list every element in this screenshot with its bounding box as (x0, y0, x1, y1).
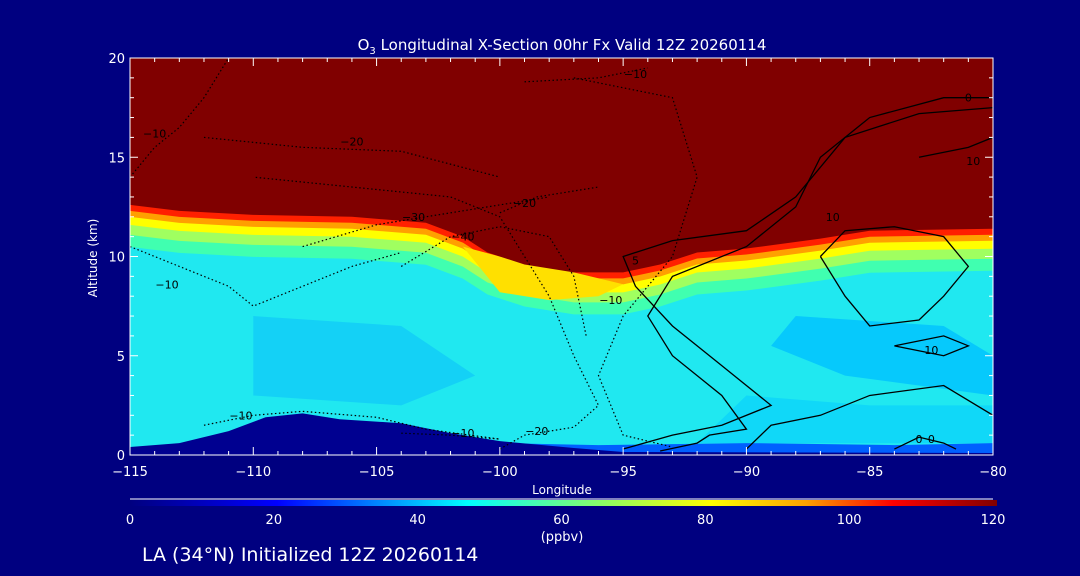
contour-line (524, 67, 648, 83)
y-axis-label: Altitude (km) (86, 219, 100, 298)
x-tick-label: −85 (856, 465, 883, 480)
contour-label: −30 (402, 211, 425, 224)
y-tick-label: 0 (117, 449, 125, 464)
contour-line (130, 58, 230, 178)
colorbar-tick-label: 0 (126, 513, 134, 528)
contour-label: −10 (155, 278, 178, 291)
contour-label: 0 (916, 433, 923, 446)
contour-label: −20 (525, 425, 548, 438)
contour-line (622, 106, 993, 450)
colorbar-tick-label: 120 (981, 513, 1006, 528)
contour-label: 10 (826, 211, 840, 224)
contour-line (400, 226, 587, 337)
y-tick-label: 15 (108, 151, 125, 166)
y-tick-label: 5 (117, 350, 125, 365)
contour-label: −10 (624, 68, 647, 81)
colorbar-tick-label: 40 (409, 513, 426, 528)
stratosphere-field (130, 58, 993, 273)
x-tick-label: −80 (979, 465, 1006, 480)
terrain (130, 413, 993, 455)
contour-label: −40 (451, 231, 474, 244)
x-axis-label: Longitude (532, 483, 592, 497)
contour-label: 10 (924, 344, 938, 357)
contour-line (894, 436, 957, 450)
y-tick-label: 20 (108, 52, 125, 67)
chart-title: O3 Longitudinal X-Section 00hr Fx Valid … (358, 36, 767, 57)
contour-line (203, 410, 500, 440)
footer-caption: LA (34°N) Initialized 12Z 20260114 (142, 544, 478, 566)
contour-label: 0 (965, 92, 972, 105)
contour-label: −10 (599, 294, 622, 307)
field-patch (253, 316, 476, 406)
colorbar-tick-label: 100 (837, 513, 862, 528)
contour-label: −20 (340, 135, 363, 148)
x-tick-label: −115 (112, 465, 148, 480)
x-tick-label: −110 (235, 465, 271, 480)
x-tick-label: −90 (733, 465, 760, 480)
contour-label: −10 (229, 409, 252, 422)
contour-line (499, 186, 599, 214)
plot-area: −10−10−10 −20−20−30−40−20−10−10−100510001… (130, 58, 993, 455)
colorbar-tick-label: 80 (697, 513, 714, 528)
contour-line (203, 136, 501, 178)
contour-label: −10 (451, 427, 474, 440)
colorbar-units: (ppbv) (541, 530, 584, 545)
x-tick-label: −105 (359, 465, 395, 480)
x-tick-label: −95 (609, 465, 636, 480)
contour-line (819, 226, 970, 327)
contour-label: 5 (632, 254, 639, 267)
contour-line (302, 196, 550, 248)
contour-line (918, 136, 993, 158)
contour-line (745, 384, 993, 450)
colorbar (130, 500, 997, 506)
field-patch (771, 316, 993, 396)
contour-line (401, 432, 500, 440)
colorbar-tick-label: 60 (553, 513, 570, 528)
field-patch (697, 395, 993, 444)
contour-line (130, 246, 402, 307)
x-tick-label: −100 (482, 465, 518, 480)
field-patch (462, 246, 624, 301)
contour-label: −10 (143, 127, 166, 140)
contour-line (894, 335, 971, 357)
colorbar-tick-label: 20 (266, 513, 283, 528)
contour-line (647, 97, 993, 452)
contour-label: −20 (513, 197, 536, 210)
contour-label: 10 (966, 155, 980, 168)
y-tick-label: 10 (108, 251, 125, 266)
